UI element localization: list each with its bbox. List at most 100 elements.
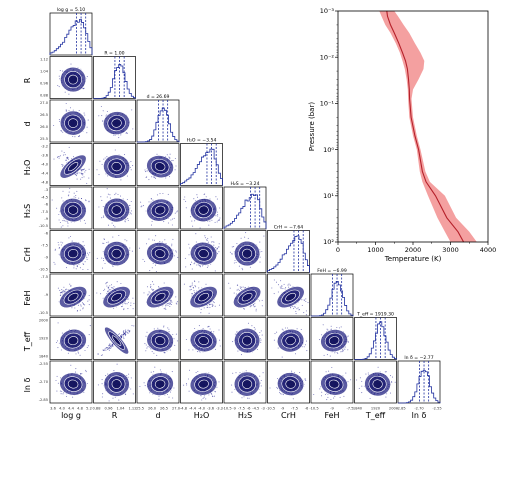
sample-point bbox=[166, 393, 169, 396]
sample-point bbox=[192, 349, 194, 351]
sample-point bbox=[67, 352, 69, 354]
scatter-panel-H2O-vs-R bbox=[93, 143, 136, 186]
histogram-title-FeH: FeH = −6.99 bbox=[317, 268, 347, 274]
sample-point bbox=[121, 334, 123, 336]
sample-point bbox=[97, 384, 99, 386]
sample-point bbox=[159, 193, 161, 195]
sample-point bbox=[153, 328, 155, 330]
density-contour bbox=[198, 205, 209, 215]
y-tick-label-Teff: 2000 bbox=[39, 319, 49, 323]
sample-point bbox=[326, 354, 328, 356]
sample-point bbox=[60, 241, 62, 243]
sample-point bbox=[204, 235, 206, 237]
sample-point bbox=[54, 263, 56, 265]
sample-point bbox=[117, 193, 119, 196]
sample-point bbox=[59, 120, 61, 123]
density-contour bbox=[111, 161, 122, 172]
y-tick-label-CrH: -9 bbox=[44, 256, 48, 260]
sample-point bbox=[196, 264, 198, 266]
sample-point bbox=[217, 213, 219, 216]
sample-point bbox=[165, 308, 167, 310]
x-tick-label-logg: 3.6 bbox=[50, 407, 56, 411]
histogram-panel-FeH bbox=[310, 273, 354, 317]
sample-point bbox=[288, 286, 290, 288]
sample-point bbox=[149, 292, 151, 294]
sample-point bbox=[79, 220, 82, 222]
sample-point bbox=[159, 241, 161, 243]
sample-point bbox=[120, 335, 122, 337]
scatter-panel-CrH-vs-R bbox=[93, 230, 136, 273]
sample-point bbox=[170, 303, 173, 306]
sample-point bbox=[57, 241, 59, 244]
y-tick-label-lndelta: -2.70 bbox=[39, 380, 49, 384]
sample-point bbox=[70, 285, 72, 287]
sample-point bbox=[61, 197, 63, 199]
histogram-title-H2S: H₂S = −3.24 bbox=[230, 181, 259, 187]
sample-point bbox=[215, 215, 217, 217]
sample-point bbox=[106, 347, 108, 349]
sample-point bbox=[145, 350, 147, 352]
sample-point bbox=[198, 265, 200, 267]
density-contour bbox=[242, 248, 253, 259]
y-tick-label-CrH: -10.5 bbox=[39, 268, 48, 272]
sample-point bbox=[67, 222, 69, 224]
histogram-panel-Teff bbox=[354, 317, 397, 360]
sample-point bbox=[124, 330, 127, 332]
sample-point bbox=[192, 287, 194, 289]
sample-point bbox=[129, 249, 131, 251]
sample-point bbox=[338, 327, 340, 329]
sample-point bbox=[124, 302, 126, 304]
sample-point bbox=[130, 377, 132, 379]
sample-point bbox=[144, 260, 146, 262]
sample-point bbox=[282, 288, 284, 290]
sample-point bbox=[296, 308, 298, 310]
y-tick-label-H2O: -4.4 bbox=[41, 172, 49, 176]
sample-point bbox=[163, 325, 165, 327]
sample-point bbox=[239, 286, 241, 288]
sample-point bbox=[88, 200, 90, 202]
sample-point bbox=[259, 241, 261, 243]
sample-point bbox=[211, 305, 213, 308]
sample-point bbox=[192, 225, 194, 227]
sample-point bbox=[145, 243, 148, 245]
sample-point bbox=[214, 270, 216, 272]
sample-point bbox=[81, 177, 83, 179]
sample-point bbox=[213, 331, 215, 333]
sample-point bbox=[103, 289, 105, 292]
sample-point bbox=[188, 349, 190, 351]
sample-point bbox=[218, 246, 220, 248]
sample-point bbox=[79, 267, 81, 269]
sample-point bbox=[144, 169, 146, 171]
y-axis-label-d: d bbox=[23, 121, 32, 126]
sample-point bbox=[58, 244, 60, 246]
sample-point bbox=[300, 328, 302, 331]
y-axis-label-H2S: H₂S bbox=[23, 204, 32, 218]
sample-point bbox=[56, 375, 58, 377]
sample-point bbox=[176, 301, 178, 303]
sample-point bbox=[88, 294, 90, 297]
sample-point bbox=[191, 284, 193, 286]
sample-point bbox=[106, 348, 109, 351]
sample-point bbox=[98, 174, 100, 176]
sample-point bbox=[172, 160, 174, 162]
sample-point bbox=[104, 157, 106, 159]
sample-point bbox=[194, 262, 196, 264]
sample-point bbox=[123, 338, 125, 340]
sample-point bbox=[60, 130, 62, 132]
density-contour bbox=[154, 205, 166, 215]
sample-point bbox=[101, 115, 103, 117]
sample-point bbox=[275, 281, 278, 283]
x-axis-label-R: R bbox=[112, 411, 118, 420]
sample-point bbox=[169, 153, 171, 155]
scatter-panel-Teff-vs-R bbox=[93, 317, 136, 360]
sample-point bbox=[336, 326, 338, 329]
sample-point bbox=[238, 265, 240, 267]
sample-point bbox=[212, 241, 214, 243]
sample-point bbox=[107, 287, 109, 289]
sample-point bbox=[191, 220, 193, 222]
sample-point bbox=[296, 328, 298, 330]
sample-point bbox=[241, 267, 243, 269]
sample-point bbox=[286, 327, 289, 329]
sample-point bbox=[106, 196, 108, 198]
scatter-panel-H2S-vs-d bbox=[136, 186, 180, 230]
